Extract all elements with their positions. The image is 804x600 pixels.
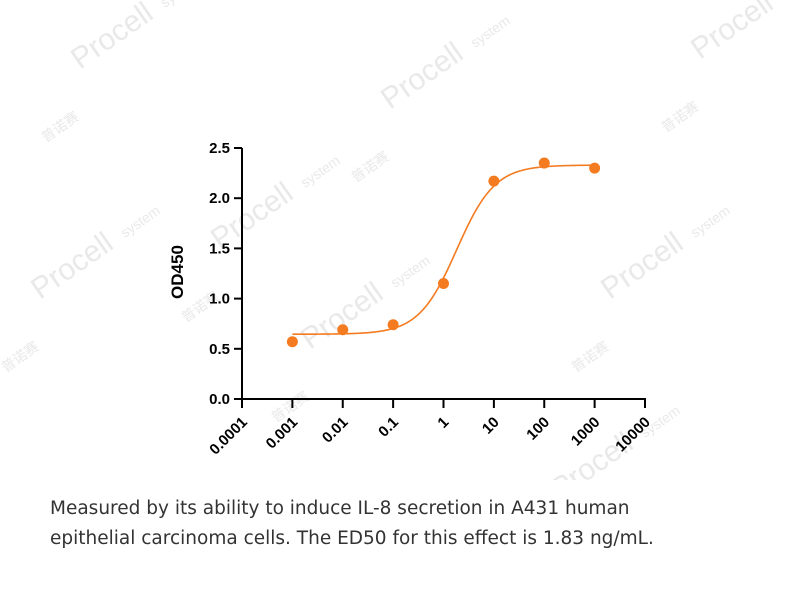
y-tick-label: 0.5	[209, 341, 230, 358]
x-tick-label: 0.01	[319, 414, 352, 447]
data-points	[286, 157, 601, 348]
chart-svg: Procellsystem普诺赛Procellsystem普诺赛Procells…	[0, 0, 804, 480]
x-tick-label: 1	[434, 414, 452, 432]
watermark-brand: 普诺赛	[38, 108, 82, 145]
watermark-brand: 普诺赛	[658, 98, 702, 135]
x-tick-label: 100	[523, 414, 553, 444]
chart: Procellsystem普诺赛Procellsystem普诺赛Procells…	[0, 0, 804, 480]
watermark-layer: Procellsystem普诺赛Procellsystem普诺赛Procells…	[0, 0, 804, 480]
watermark-suffix: system	[117, 202, 163, 241]
y-tick-label: 2.5	[209, 140, 230, 157]
y-tick-label: 1.0	[209, 291, 230, 308]
data-point	[538, 157, 550, 169]
watermark-suffix: system	[777, 0, 804, 1]
data-point	[438, 278, 449, 290]
watermark-text: Procell	[65, 0, 159, 76]
data-point	[286, 336, 298, 348]
y-tick-label: 1.5	[209, 240, 230, 257]
watermark-suffix: system	[467, 12, 513, 51]
watermark-brand: 普诺赛	[568, 338, 612, 375]
data-point	[387, 319, 399, 331]
watermark-suffix: system	[687, 202, 733, 241]
y-tick-label: 0.0	[209, 391, 230, 408]
data-point	[488, 175, 500, 187]
x-tick-label: 10	[479, 414, 503, 438]
watermark-brand: 普诺赛	[348, 148, 392, 185]
y-tick-label: 2.0	[209, 190, 230, 207]
watermark-suffix: system	[157, 0, 203, 11]
caption-line-1: Measured by its ability to induce IL-8 s…	[50, 498, 630, 519]
watermark-suffix: system	[387, 252, 433, 291]
watermark-text: Procell	[25, 226, 119, 306]
data-point	[337, 324, 349, 336]
x-tick-label: 0.0001	[206, 414, 250, 458]
watermark-brand: 普诺赛	[0, 338, 42, 375]
watermark-text: Procell	[295, 276, 389, 356]
caption: Measured by its ability to induce IL-8 s…	[50, 494, 790, 554]
chart-ticks	[234, 147, 646, 408]
watermark-text: Procell	[685, 0, 779, 66]
watermark-suffix: system	[297, 152, 343, 191]
data-point	[589, 162, 601, 174]
caption-line-2: epithelial carcinoma cells. The ED50 for…	[50, 528, 654, 549]
y-axis-title: OD450	[168, 245, 187, 299]
x-tick-label: 0.1	[375, 414, 402, 441]
watermark-text: Procell	[595, 226, 689, 306]
watermark-text: Procell	[375, 36, 469, 116]
